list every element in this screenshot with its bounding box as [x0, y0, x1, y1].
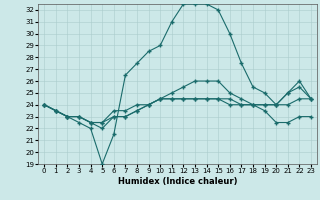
X-axis label: Humidex (Indice chaleur): Humidex (Indice chaleur)	[118, 177, 237, 186]
